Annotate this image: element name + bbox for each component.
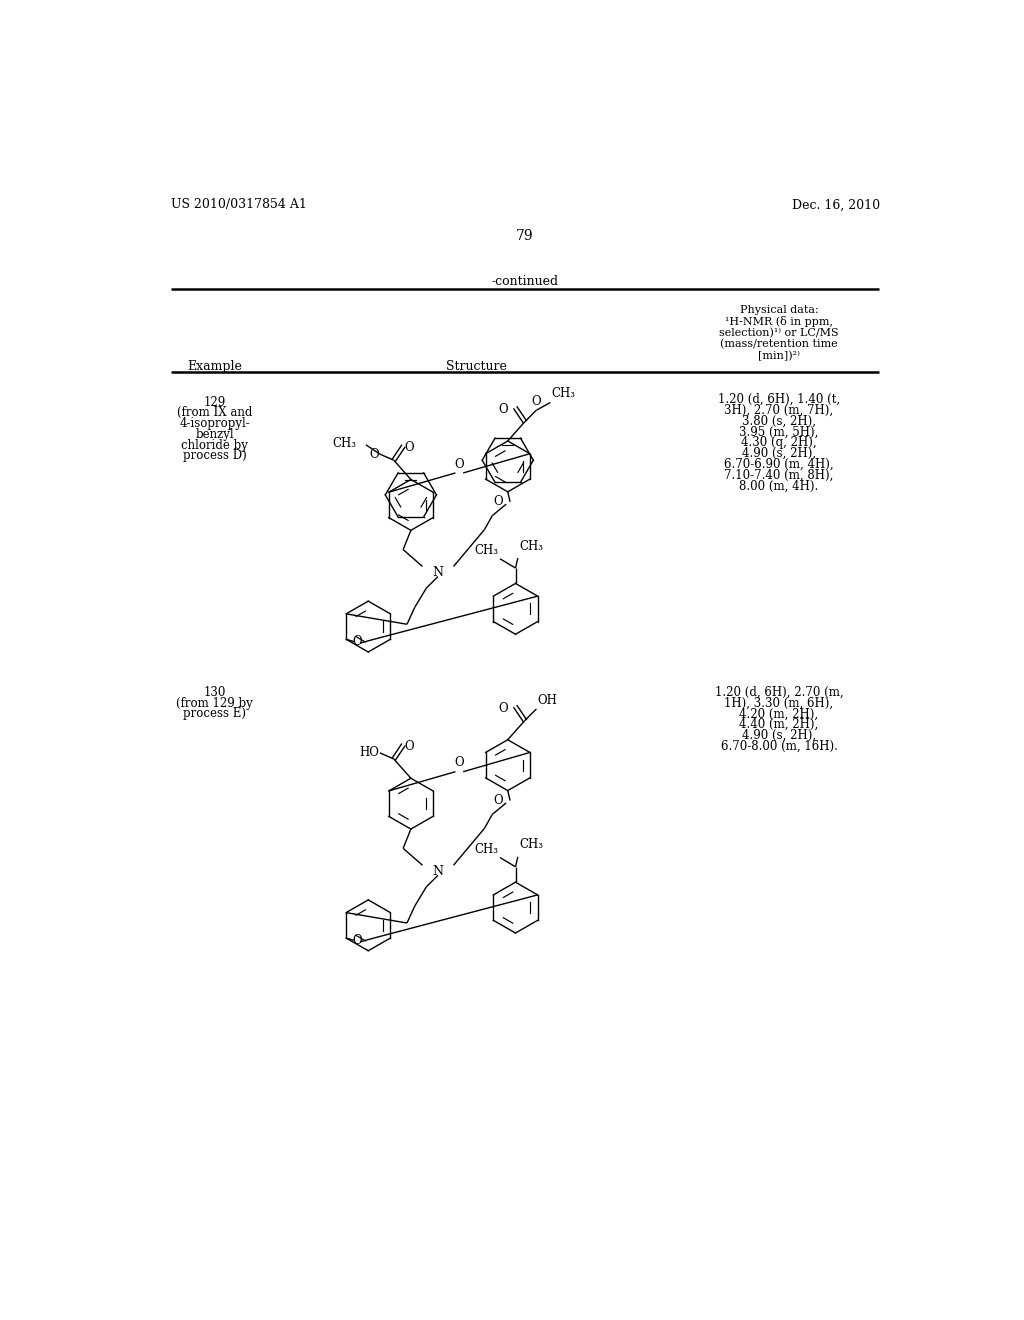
Text: 4.30 (q, 2H),: 4.30 (q, 2H),	[741, 437, 817, 449]
Text: O: O	[352, 635, 361, 648]
Text: 4.90 (s, 2H),: 4.90 (s, 2H),	[742, 729, 816, 742]
Text: 1.20 (d, 6H), 1.40 (t,: 1.20 (d, 6H), 1.40 (t,	[718, 393, 840, 407]
Text: O: O	[498, 702, 508, 714]
Text: US 2010/0317854 A1: US 2010/0317854 A1	[171, 198, 306, 211]
Text: O: O	[455, 458, 464, 471]
Text: ¹H-NMR (δ in ppm,: ¹H-NMR (δ in ppm,	[725, 317, 833, 327]
Text: 1H), 3.30 (m, 6H),: 1H), 3.30 (m, 6H),	[724, 697, 834, 710]
Text: [min])²⁾: [min])²⁾	[758, 351, 800, 362]
Text: 4.90 (s, 2H),: 4.90 (s, 2H),	[742, 447, 816, 461]
Text: O: O	[531, 395, 542, 408]
Text: O: O	[404, 441, 415, 454]
Text: 4-isopropyl-: 4-isopropyl-	[179, 417, 250, 430]
Text: 4.40 (m, 2H),: 4.40 (m, 2H),	[739, 718, 818, 731]
Text: process E): process E)	[183, 708, 247, 721]
Text: Example: Example	[187, 360, 243, 374]
Text: 3H), 2.70 (m, 7H),: 3H), 2.70 (m, 7H),	[724, 404, 834, 417]
Text: 3.95 (m, 5H),: 3.95 (m, 5H),	[739, 425, 818, 438]
Text: benzyl: benzyl	[196, 428, 234, 441]
Text: O: O	[404, 741, 415, 754]
Text: N: N	[432, 865, 443, 878]
Text: -continued: -continued	[492, 276, 558, 289]
Text: N: N	[432, 566, 443, 579]
Text: chloride by: chloride by	[181, 438, 248, 451]
Text: CH₃: CH₃	[333, 437, 356, 450]
Text: CH₃: CH₃	[551, 387, 575, 400]
Text: 129: 129	[204, 396, 226, 409]
Text: (from IX and: (from IX and	[177, 407, 253, 420]
Text: 8.00 (m, 4H).: 8.00 (m, 4H).	[739, 479, 818, 492]
Text: O: O	[498, 403, 508, 416]
Text: 6.70-6.90 (m, 4H),: 6.70-6.90 (m, 4H),	[724, 458, 834, 471]
Text: 79: 79	[516, 230, 534, 243]
Text: (from 129 by: (from 129 by	[176, 697, 253, 710]
Text: O: O	[494, 495, 503, 508]
Text: 7.10-7.40 (m, 8H),: 7.10-7.40 (m, 8H),	[724, 469, 834, 482]
Text: OH: OH	[538, 693, 557, 706]
Text: HO: HO	[359, 746, 379, 759]
Text: 6.70-8.00 (m, 16H).: 6.70-8.00 (m, 16H).	[721, 739, 838, 752]
Text: Structure: Structure	[446, 360, 507, 374]
Text: 4.20 (m, 2H),: 4.20 (m, 2H),	[739, 708, 818, 721]
Text: (mass/retention time: (mass/retention time	[720, 339, 838, 350]
Text: O: O	[455, 756, 464, 770]
Text: Physical data:: Physical data:	[739, 305, 818, 314]
Text: process D): process D)	[183, 449, 247, 462]
Text: 1.20 (d, 6H), 2.70 (m,: 1.20 (d, 6H), 2.70 (m,	[715, 686, 844, 698]
Text: O: O	[352, 933, 361, 946]
Text: 130: 130	[204, 686, 226, 698]
Text: O: O	[494, 793, 503, 807]
Text: CH₃: CH₃	[519, 838, 544, 851]
Text: O: O	[370, 447, 379, 461]
Text: CH₃: CH₃	[474, 544, 499, 557]
Text: CH₃: CH₃	[474, 843, 499, 857]
Text: CH₃: CH₃	[519, 540, 544, 553]
Text: Dec. 16, 2010: Dec. 16, 2010	[792, 198, 880, 211]
Text: selection)¹⁾ or LC/MS: selection)¹⁾ or LC/MS	[719, 327, 839, 338]
Text: 3.80 (s, 2H),: 3.80 (s, 2H),	[742, 414, 816, 428]
